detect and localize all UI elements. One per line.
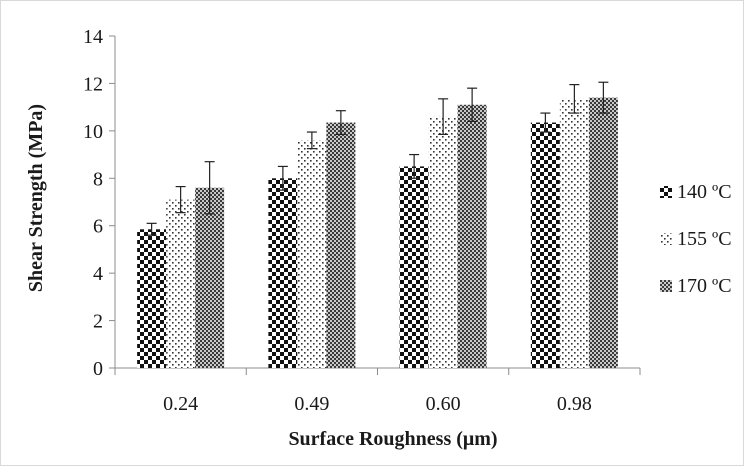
y-tick-label: 14 — [83, 26, 103, 48]
bar — [326, 122, 356, 368]
legend-label: 155 ºC — [677, 228, 732, 250]
legend-swatch — [660, 186, 672, 198]
y-axis-title: Shear Strength (MPa) — [25, 104, 47, 292]
bar — [559, 98, 589, 368]
bar — [428, 116, 458, 368]
legend: 140 ºC 155 ºC 170 ºC — [660, 181, 732, 297]
x-axis-title: Surface Roughness (μm) — [288, 428, 497, 450]
legend-swatch — [660, 280, 672, 292]
legend-label: 140 ºC — [677, 181, 732, 203]
bars — [137, 97, 618, 369]
y-tick-label: 8 — [93, 168, 103, 190]
y-tick-label: 4 — [93, 263, 103, 285]
y-tick-label: 2 — [93, 311, 103, 333]
x-tick-label: 0.24 — [163, 393, 198, 415]
bar — [588, 97, 618, 369]
bar — [399, 166, 429, 368]
bar — [530, 122, 560, 368]
error-bars — [146, 81, 609, 236]
y-tick-label: 6 — [93, 216, 103, 238]
bar — [297, 140, 327, 368]
x-tick-label: 0.98 — [557, 393, 592, 415]
bar — [457, 104, 487, 369]
y-axis: 0 2 4 6 8 10 12 14 — [83, 26, 116, 380]
bar — [137, 229, 167, 368]
y-tick-label: 10 — [83, 121, 103, 143]
bar — [166, 199, 196, 368]
x-tick-label: 0.49 — [294, 393, 329, 415]
bar — [268, 178, 298, 368]
legend-label: 170 ºC — [677, 275, 732, 297]
y-tick-label: 12 — [83, 73, 103, 95]
y-tick-label: 0 — [93, 358, 103, 380]
bar — [195, 187, 225, 368]
legend-swatch — [660, 233, 672, 245]
x-tick-label: 0.60 — [426, 393, 461, 415]
